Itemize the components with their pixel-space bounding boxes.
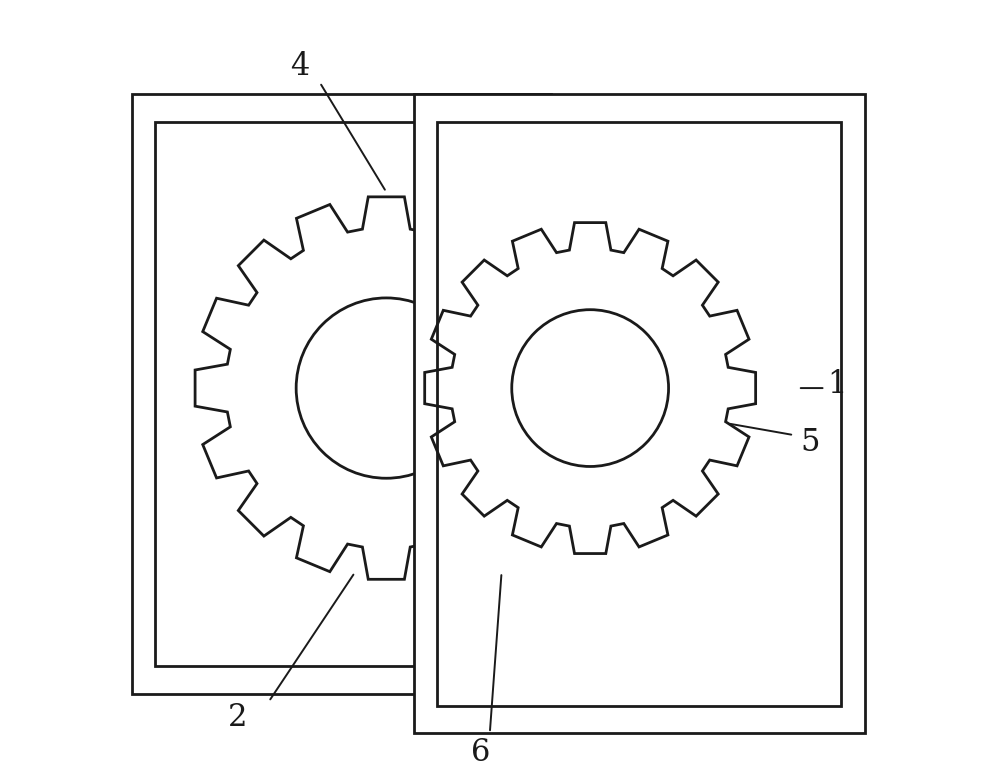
Text: 6: 6 (471, 737, 490, 768)
Text: 2: 2 (228, 702, 247, 733)
Text: 4: 4 (290, 51, 310, 82)
Bar (437, 122, 841, 706)
Bar (132, 94, 551, 694)
Bar (155, 122, 527, 666)
Bar (414, 94, 865, 733)
Text: 5: 5 (800, 427, 819, 459)
Text: 1: 1 (827, 368, 847, 400)
